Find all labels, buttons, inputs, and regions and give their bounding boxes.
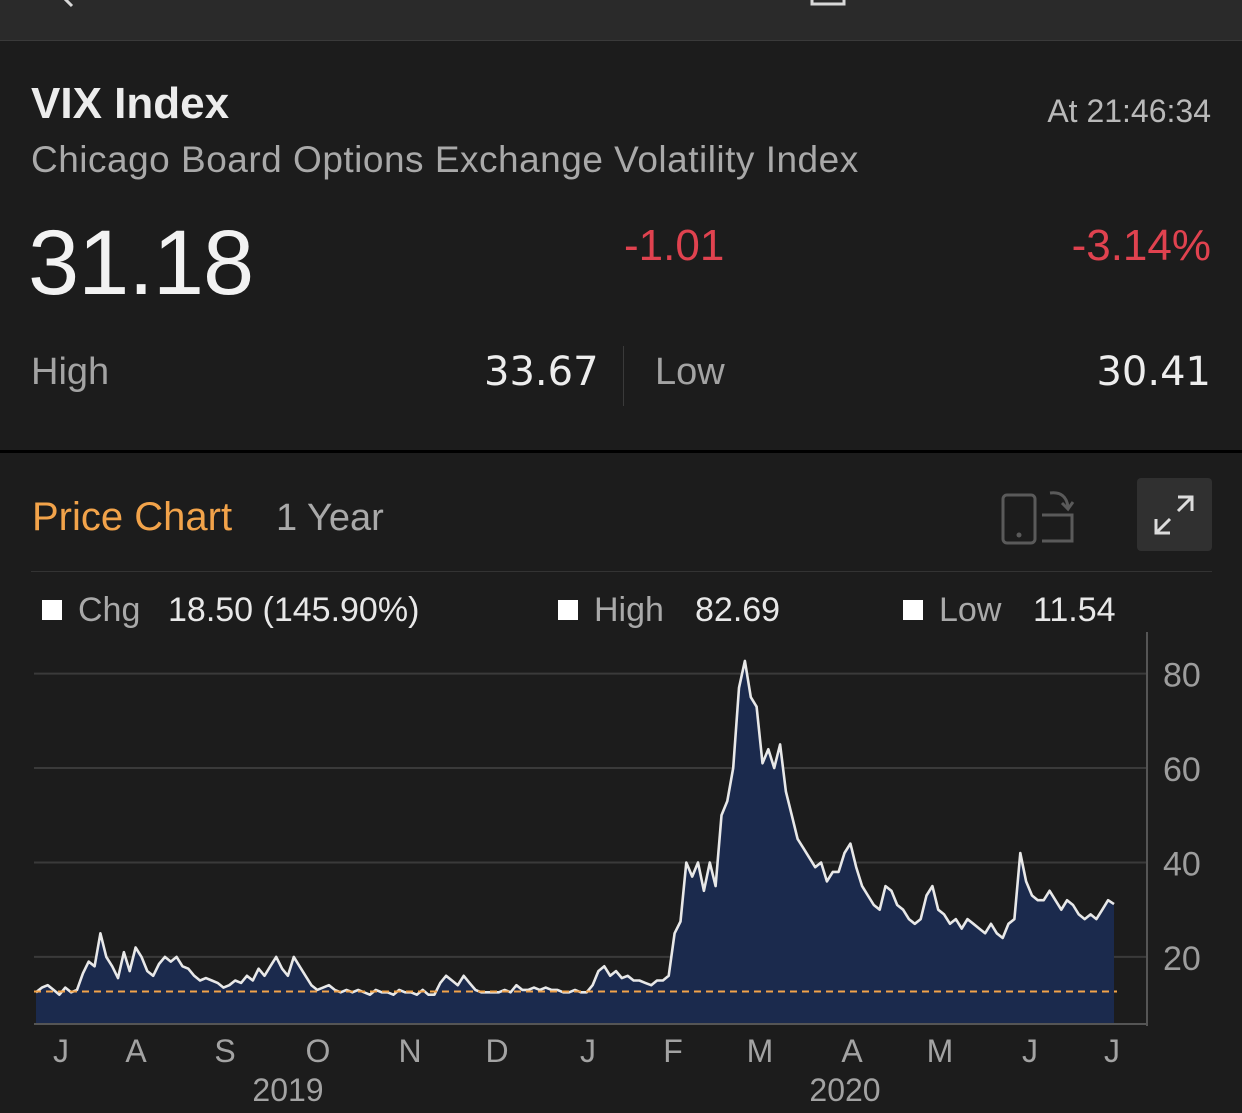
x-tick-label: N — [398, 1033, 421, 1069]
low-value: 30.41 — [1096, 349, 1211, 395]
x-tick-label: M — [927, 1033, 954, 1069]
x-tick-label: A — [125, 1033, 147, 1069]
legend-low-value-wrap: 11.54 — [1033, 591, 1116, 630]
year-label: 2020 — [809, 1072, 880, 1108]
legend-marker-chg — [42, 600, 62, 620]
legend-low: Low — [939, 591, 1001, 630]
expand-icon — [1154, 495, 1194, 535]
y-tick-label: 40 — [1163, 845, 1201, 883]
x-tick-label: M — [747, 1033, 774, 1069]
quote-time: At 21:46:34 — [1047, 93, 1211, 129]
year-label: 2019 — [252, 1072, 323, 1108]
last-price: 31.18 — [28, 212, 254, 314]
legend-marker-low — [903, 600, 923, 620]
legend-chg-value-wrap: 18.50 (145.90%) — [168, 591, 419, 630]
legend-low-value: 11.54 — [1033, 591, 1116, 629]
chart-range-selector[interactable]: 1 Year — [276, 497, 384, 539]
x-tick-label: J — [1104, 1033, 1120, 1069]
x-tick-label: A — [841, 1033, 863, 1069]
series-area — [36, 660, 1114, 1023]
x-tick-label: O — [306, 1033, 331, 1069]
y-tick-label: 80 — [1163, 657, 1201, 695]
x-tick-label: J — [580, 1033, 596, 1069]
expand-button[interactable] — [1137, 478, 1212, 551]
price-chart-title: Price Chart — [32, 495, 233, 539]
legend-high-value: 82.69 — [695, 591, 781, 629]
x-tick-label: D — [485, 1033, 508, 1069]
x-tick-label: J — [1022, 1033, 1038, 1069]
price-change: -1.01 — [624, 221, 725, 270]
price-change-percent: -3.14% — [1071, 221, 1211, 270]
series-line — [35, 659, 1115, 996]
x-tick-label: S — [214, 1033, 235, 1069]
section-divider — [0, 450, 1242, 453]
legend-high-label: High — [594, 591, 664, 629]
top-nav-bar — [0, 0, 1242, 41]
high-label: High — [31, 351, 110, 393]
y-tick-label: 60 — [1163, 751, 1201, 789]
share-icon[interactable] — [808, 0, 848, 8]
legend-chg: Chg — [78, 591, 140, 630]
x-tick-label: J — [53, 1033, 69, 1069]
legend-marker-high — [558, 600, 578, 620]
low-label: Low — [655, 351, 725, 393]
x-tick-label: F — [663, 1033, 683, 1069]
index-subtitle: Chicago Board Options Exchange Volatilit… — [31, 139, 859, 180]
legend-chg-label: Chg — [78, 591, 141, 629]
legend-chg-value: 18.50 (145.90%) — [168, 591, 420, 629]
quote-header: VIX Index At 21:46:34 Chicago Board Opti… — [0, 41, 1242, 451]
legend-high-value-wrap: 82.69 — [695, 591, 780, 630]
y-tick-label: 20 — [1163, 940, 1201, 978]
high-low-divider — [623, 346, 624, 406]
legend-low-label: Low — [939, 591, 1002, 629]
panel-divider — [31, 571, 1212, 572]
index-title: VIX Index — [31, 79, 230, 128]
rotate-device-icon[interactable] — [1000, 485, 1076, 547]
back-icon[interactable] — [42, 0, 82, 10]
legend-high: High — [594, 591, 664, 630]
price-chart-panel: Price Chart 1 Year Chg 18.50 (145.90%) H… — [0, 453, 1242, 1113]
high-value: 33.67 — [484, 349, 599, 395]
